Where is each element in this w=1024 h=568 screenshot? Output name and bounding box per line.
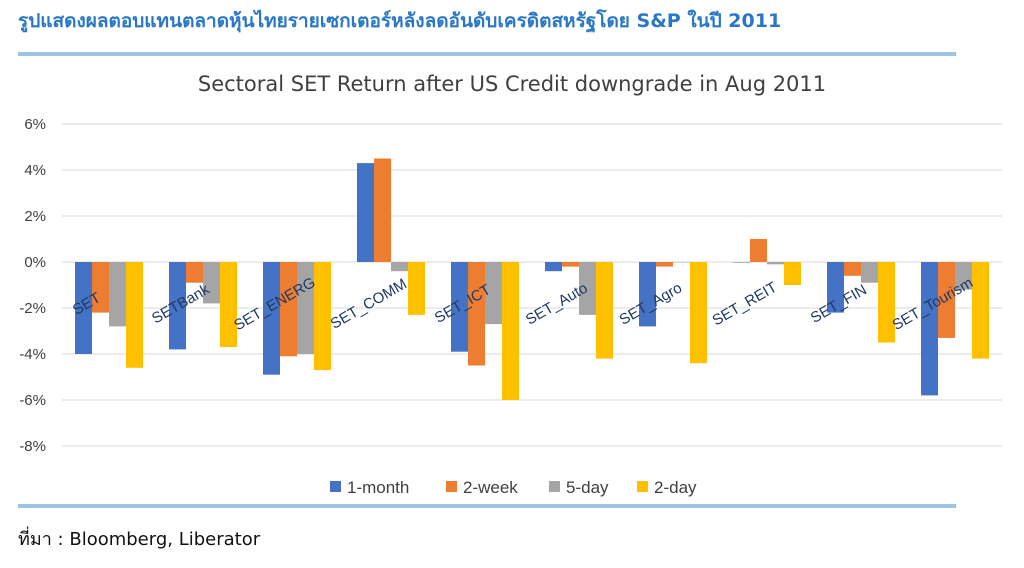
y-tick-label: -2% [19, 300, 46, 317]
bar-2-week-SET_Auto [562, 262, 579, 267]
legend-label: 2-day [654, 478, 697, 497]
bar-2-day-SET_Tourism [972, 262, 989, 359]
bar-2-day-SET_COMM [408, 262, 425, 315]
category-label: SET_REIT [709, 279, 780, 330]
bar-2-day-SET_ICT [502, 262, 519, 400]
y-tick-label: 4% [24, 162, 46, 179]
y-tick-label: 2% [24, 208, 46, 225]
bar-5-day-SET_Agro [673, 262, 690, 263]
bar-2-day-SETBank [220, 262, 237, 348]
legend-label: 1-month [347, 478, 409, 497]
y-tick-label: -8% [19, 438, 46, 455]
legend-swatch-5-day [549, 481, 560, 492]
y-tick-label: 6% [24, 116, 46, 133]
bar-2-week-SET_REIT [750, 239, 767, 262]
bar-5-day-SET_ICT [485, 262, 502, 325]
bar-5-day-SET_ENERG [297, 262, 314, 354]
bar-2-week-SET_FIN [844, 262, 861, 276]
bar-1-month-SET_Agro [639, 262, 656, 327]
bar-2-week-SET_Agro [656, 262, 673, 267]
y-tick-label: 0% [24, 254, 46, 271]
source-note: ที่มา : Bloomberg, Liberator [18, 529, 261, 550]
y-tick-label: -6% [19, 392, 46, 409]
legend-swatch-2-week [446, 481, 457, 492]
bar-2-day-SET_Auto [596, 262, 613, 359]
bar-2-week-SET_ICT [468, 262, 485, 366]
y-tick-label: -4% [19, 346, 46, 363]
bar-2-week-SET_COMM [374, 158, 391, 262]
bar-1-month-SET_FIN [827, 262, 844, 313]
bar-5-day-SET_Auto [579, 262, 596, 315]
bar-5-day-SETBank [203, 262, 220, 304]
bar-1-month-SET_COMM [357, 163, 374, 262]
bar-2-day-SET_FIN [878, 262, 895, 343]
bar-1-month-SET_ICT [451, 262, 468, 352]
bar-1-month-SET_Auto [545, 262, 562, 272]
bar-1-month-SET_REIT [733, 262, 750, 263]
bar-1-month-SETBank [169, 262, 186, 350]
bar-1-month-SET_ENERG [263, 262, 280, 375]
top-divider [18, 52, 956, 56]
bar-1-month-SET_Tourism [921, 262, 938, 396]
bar-2-day-SET [126, 262, 143, 368]
bar-2-day-SET_REIT [784, 262, 801, 285]
bar-2-week-SET [92, 262, 109, 313]
bottom-divider [18, 504, 956, 508]
bar-2-week-SETBank [186, 262, 203, 283]
bar-2-day-SET_ENERG [314, 262, 331, 371]
legend-label: 2-week [463, 478, 518, 497]
category-label: SET_COMM [328, 275, 410, 332]
bar-5-day-SET_Tourism [955, 262, 972, 290]
bar-2-week-SET_ENERG [280, 262, 297, 357]
bar-5-day-SET [109, 262, 126, 327]
bar-5-day-SET_REIT [767, 262, 784, 265]
legend-swatch-1-month [330, 481, 341, 492]
chart-title: Sectoral SET Return after US Credit down… [198, 72, 826, 96]
bar-2-day-SET_Agro [690, 262, 707, 364]
page-heading: รูปแสดงผลตอบแทนตลาดหุ้นไทยรายเซกเตอร์หลั… [18, 10, 782, 32]
bar-5-day-SET_FIN [861, 262, 878, 283]
bar-5-day-SET_COMM [391, 262, 408, 272]
legend-swatch-2-day [637, 481, 648, 492]
legend-label: 5-day [566, 478, 609, 497]
bar-1-month-SET [75, 262, 92, 354]
bar-2-week-SET_Tourism [938, 262, 955, 338]
